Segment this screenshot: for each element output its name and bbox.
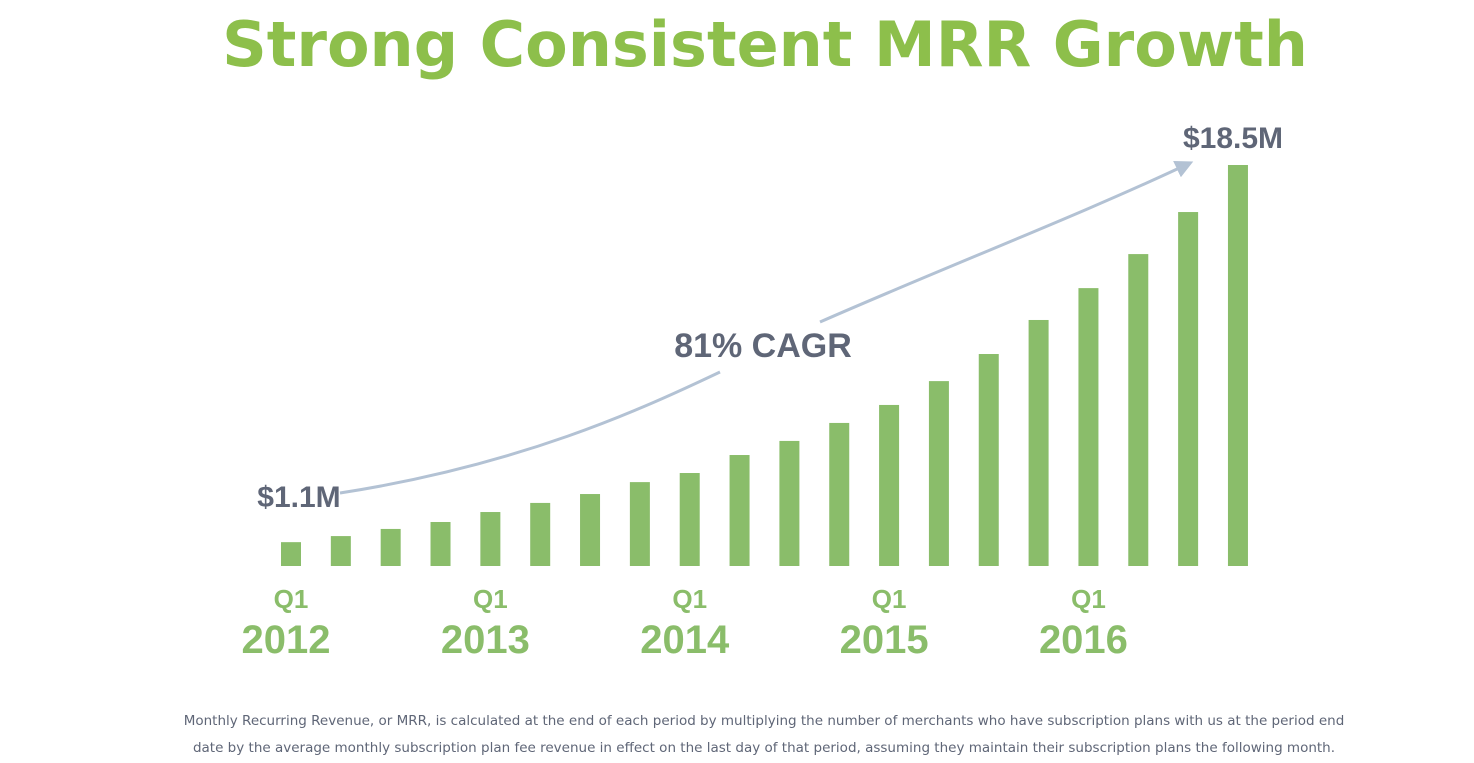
x-tick-label: Q1 [872,584,907,614]
bar [1227,165,1248,566]
x-tick-label: Q1 [274,584,309,614]
bar [1128,254,1149,566]
bar [978,354,999,566]
bar [779,440,800,566]
bar [629,482,650,566]
bar [1178,212,1199,567]
bar [530,502,551,566]
footnote: date by the average monthly subscription… [193,740,1335,756]
bar [430,521,451,566]
value-label: $18.5M [1183,122,1283,155]
x-tick-label: 2014 [640,618,730,662]
bar [380,528,401,566]
x-tick-label: 2015 [840,618,929,662]
bar [1028,319,1049,566]
x-tick-label: Q1 [473,584,508,614]
bar [829,422,850,566]
bar [729,455,750,566]
x-tick-label: 2013 [441,618,530,662]
x-tick-label: Q1 [1071,584,1106,614]
x-tick-label: Q1 [672,584,707,614]
footnote: Monthly Recurring Revenue, or MRR, is ca… [184,713,1345,729]
bar [480,512,501,566]
bar [281,542,301,566]
chart-title: Strong Consistent MRR Growth [222,8,1308,81]
bar [679,473,700,566]
bar [879,404,900,566]
x-tick-label: 2016 [1039,618,1128,662]
annotation: 81% CAGR [674,327,852,365]
bar [580,494,601,566]
x-tick-label: 2012 [242,618,331,662]
growth-arrow [339,163,1190,495]
value-label: $1.1M [257,481,340,514]
bar [928,381,949,566]
bar [1078,288,1099,566]
bar [330,536,351,566]
